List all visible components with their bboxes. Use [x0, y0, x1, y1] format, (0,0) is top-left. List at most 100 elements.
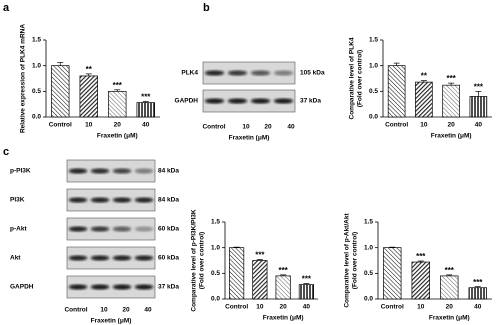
panel-label: c [3, 146, 9, 158]
significance: *** [302, 275, 312, 284]
blot-band [90, 168, 110, 174]
bar [411, 261, 430, 300]
x-tick-label: 20 [446, 304, 454, 311]
blot-lane-label: Control [64, 307, 87, 314]
blot-lane-label: 40 [144, 307, 152, 314]
blot-band [90, 197, 110, 203]
bar [136, 102, 155, 118]
y-tick-label: 0.5 [369, 88, 378, 95]
x-axis-label: Fraxetin (μM) [429, 315, 470, 322]
y-tick-label: 0.5 [32, 88, 41, 95]
y-tick-label: 0.0 [364, 296, 373, 303]
significance: ** [86, 65, 93, 74]
blot-band [112, 226, 132, 232]
x-tick-label: 40 [142, 122, 150, 129]
y-axis-label: Comparative level of PLK4 [349, 37, 356, 119]
blot-band [112, 255, 132, 261]
blot-lane-label: Control [202, 124, 225, 131]
blot-x-label: Fraxetin (μM) [91, 318, 132, 325]
significance: *** [278, 266, 288, 275]
x-tick-label: 40 [475, 122, 483, 129]
significance: *** [141, 93, 151, 102]
blot-band [204, 98, 225, 104]
significance: *** [473, 278, 483, 287]
significance: ** [421, 72, 428, 81]
x-tick-label: 10 [85, 122, 93, 129]
y-tick-label: 1.0 [32, 62, 41, 69]
blot-size-label: 37 kDa [300, 98, 321, 105]
x-tick-label: 40 [303, 304, 311, 311]
y-axis-label: Comparative level of p-Akt/Akt [344, 213, 351, 308]
x-axis-label: Fraxetin (μM) [263, 315, 304, 322]
bar [468, 287, 487, 300]
y-tick-label: 1.5 [211, 219, 220, 226]
blot-band [90, 255, 110, 261]
blot-band [250, 70, 271, 76]
blot-band [68, 284, 88, 290]
blot-row-label: GAPDH [175, 98, 199, 105]
x-tick-label: 20 [280, 304, 288, 311]
significance: *** [474, 82, 484, 91]
blot-band [90, 284, 110, 290]
blot-strip [66, 275, 156, 299]
bar [469, 96, 488, 118]
blot-band [112, 168, 132, 174]
blot-row-label: Akt [10, 255, 21, 262]
bar [298, 284, 314, 300]
blot-row-label: p-Akt [10, 226, 27, 233]
x-tick-label: 20 [114, 122, 122, 129]
bar [108, 90, 127, 118]
blot-size-label: 37 kDa [158, 284, 179, 291]
blot-band [227, 98, 248, 104]
y-tick-label: 0.5 [211, 270, 220, 277]
blot-band [112, 284, 132, 290]
blot-strip [66, 246, 156, 270]
blot-band [134, 255, 154, 261]
bar [275, 275, 291, 300]
x-tick-label: Control [49, 122, 72, 129]
blot-band [134, 226, 154, 232]
blot-size-label: 60 kDa [158, 255, 179, 262]
x-axis-label: Fraxetin (μM) [431, 133, 472, 140]
bar [387, 65, 406, 118]
bar [442, 84, 460, 118]
blot-lane-label: 20 [264, 124, 272, 131]
x-axis-label: Fraxetin (μM) [97, 133, 138, 140]
blot-strip [202, 61, 296, 85]
blot-band [134, 168, 154, 174]
y-tick-label: 1.5 [364, 219, 373, 226]
y-tick-label: 0.5 [364, 270, 373, 277]
x-tick-label: Control [385, 122, 408, 129]
y-tick-label: 1.0 [211, 244, 220, 251]
y-tick-label: 1.0 [364, 244, 373, 251]
blot-band [134, 284, 154, 290]
y-tick-label: 0.0 [369, 114, 378, 121]
y-tick-label: 0.0 [211, 296, 220, 303]
blot-lane-label: 10 [100, 307, 108, 314]
blot-band [90, 226, 110, 232]
blot-band [204, 70, 225, 76]
blot-band [250, 98, 271, 104]
bar [440, 275, 459, 300]
y-tick-label: 1.0 [369, 62, 378, 69]
y-axis-label: Comparative level of p-PI3K/PI3K [191, 209, 198, 312]
bar [229, 247, 245, 300]
bar [252, 260, 268, 300]
y-tick-label: 1.5 [32, 37, 41, 44]
significance: *** [445, 266, 455, 275]
x-tick-label: 10 [256, 304, 264, 311]
y-axis-label: Relative expression of PLK4 mRNA [20, 24, 27, 133]
blot-band [68, 255, 88, 261]
x-tick-label: 10 [420, 122, 428, 129]
x-tick-label: 10 [417, 304, 425, 311]
blot-band [68, 168, 88, 174]
bar [415, 81, 433, 118]
bar [383, 247, 402, 300]
y-tick-label: 1.5 [369, 37, 378, 44]
blot-strip [66, 217, 156, 241]
blot-row-label: GAPDH [10, 284, 34, 291]
blot-band [68, 226, 88, 232]
blot-x-label: Fraxetin (μM) [229, 135, 270, 142]
